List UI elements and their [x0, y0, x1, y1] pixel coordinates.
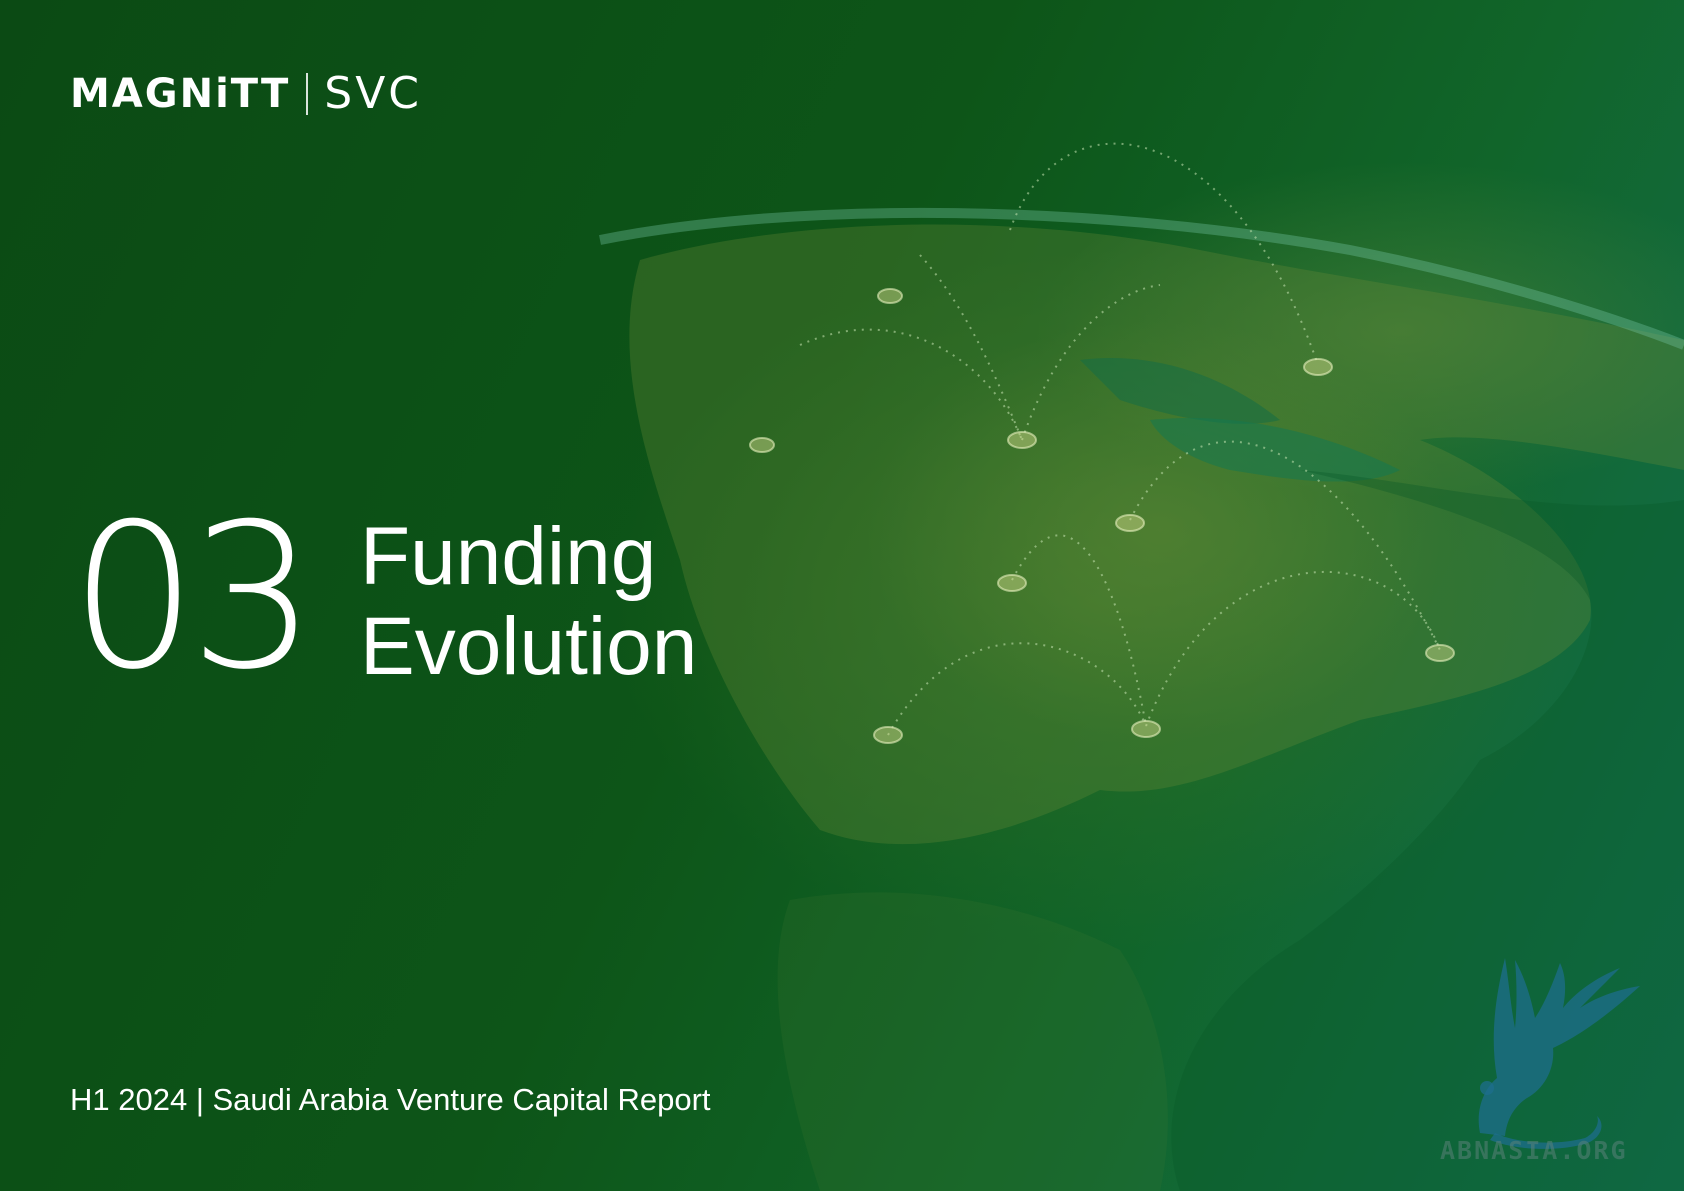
section-title-line1: Funding: [360, 511, 657, 602]
section-number: 03: [70, 481, 316, 714]
watermark-text: ABNASIA.ORG: [1440, 1136, 1628, 1165]
section-title: Funding Evolution: [360, 512, 697, 692]
griffin-icon: [1478, 958, 1640, 1149]
svc-logo: SVC: [324, 68, 423, 119]
logo-divider: [306, 73, 309, 115]
section-title-line2: Evolution: [360, 601, 698, 692]
report-footer: H1 2024 | Saudi Arabia Venture Capital R…: [70, 1082, 711, 1117]
header-logos: MAGNiTT SVC: [70, 70, 422, 118]
magnitt-logo: MAGNiTT: [70, 71, 291, 117]
